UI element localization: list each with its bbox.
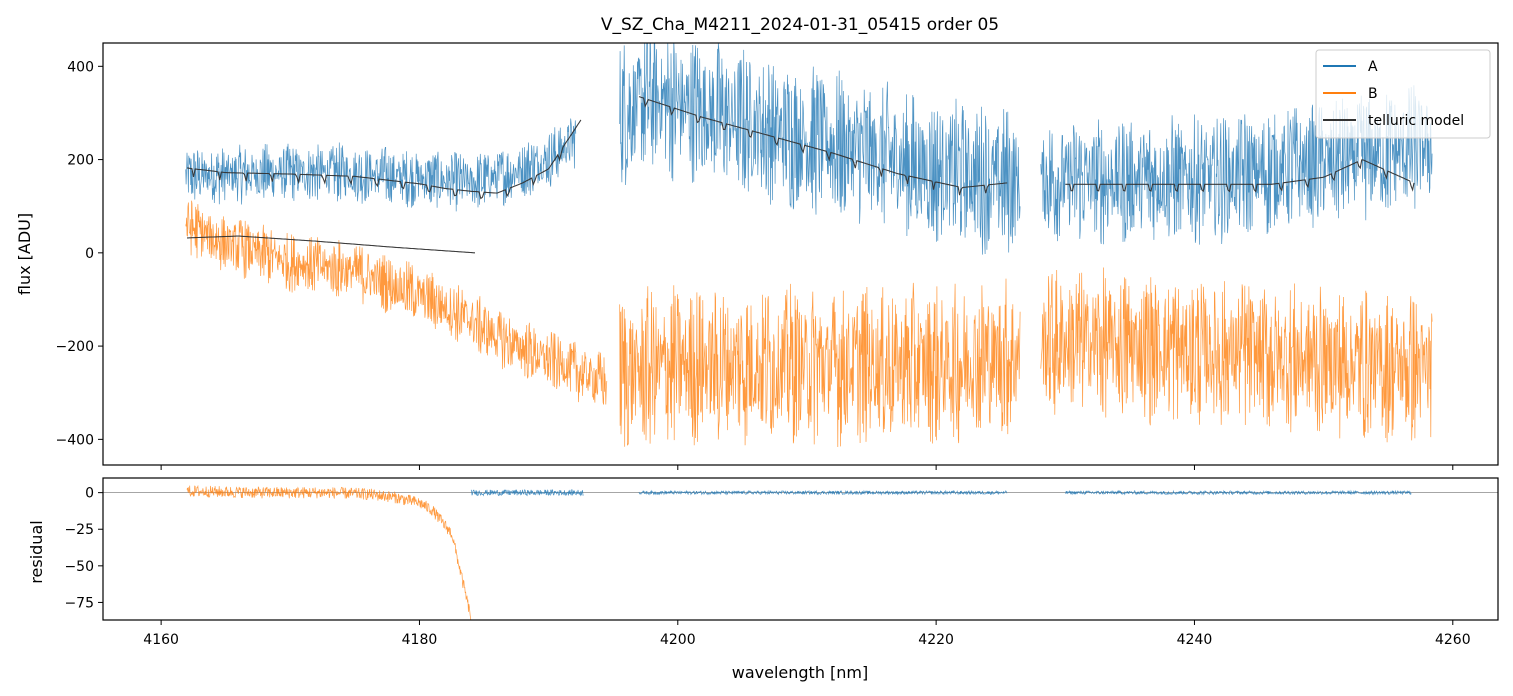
y-tick-label: −75 [64, 595, 94, 611]
series-telluric-model-segment-2 [1065, 159, 1415, 193]
main-panel: −400 −200 0 200 400 flux [ADU] A B telluric … [15, 42, 1499, 470]
residual-y-axis: 0 −25 −50 −75 [64, 486, 103, 611]
series-b-segment-0 [185, 200, 608, 405]
residual-x-axis: 4160 4180 4200 4220 4240 4260 [143, 620, 1471, 648]
chart-title: V_SZ_Cha_M4211_2024-01-31_05415 order 05 [601, 15, 999, 35]
residual-panel: 0 −25 −50 −75 4160 4180 4200 4220 4240 4260 resi… [27, 477, 1499, 682]
x-axis-label: wavelength [nm] [732, 663, 869, 682]
y-tick-label: −400 [56, 432, 94, 448]
series-telluric-model-segment-0 [186, 119, 582, 200]
series-a-segment-0 [185, 118, 577, 212]
series-a-segment-1 [619, 43, 1021, 255]
y-tick-label: −50 [64, 559, 94, 575]
residual-axes-frame [102, 477, 1499, 621]
x-tick-label: 4220 [918, 632, 954, 648]
series-a-segment-2 [1065, 489, 1412, 496]
series-b-segment-0 [186, 484, 472, 620]
series-a-segment-1 [638, 489, 1008, 496]
x-tick-label: 4180 [402, 632, 438, 648]
legend-label-telluric: telluric model [1368, 113, 1464, 129]
main-y-axis-label: flux [ADU] [15, 213, 34, 295]
x-tick-label: 4240 [1177, 632, 1213, 648]
legend: A B telluric model [1315, 49, 1491, 139]
y-tick-label: −200 [56, 339, 94, 355]
series-b-segment-2 [1040, 267, 1433, 443]
series-telluric-model-segment-3 [187, 235, 475, 254]
y-tick-label: 400 [67, 59, 94, 75]
series-telluric-model-segment-1 [638, 96, 1008, 196]
y-tick-label: −25 [64, 522, 94, 538]
y-tick-label: 0 [85, 246, 94, 262]
main-plot-area [185, 43, 1433, 448]
x-tick-label: 4160 [143, 632, 179, 648]
y-tick-label: 200 [67, 153, 94, 169]
series-b-segment-1 [619, 278, 1021, 448]
series-a-segment-0 [470, 488, 584, 497]
legend-label-b: B [1368, 86, 1378, 102]
main-y-axis: −400 −200 0 200 400 [56, 59, 103, 448]
main-axes-frame [102, 42, 1499, 466]
legend-box [1315, 49, 1491, 139]
x-tick-label: 4200 [660, 632, 696, 648]
main-x-axis [160, 465, 1454, 470]
x-tick-label: 4260 [1435, 632, 1471, 648]
residual-plot-area [103, 484, 1498, 620]
residual-y-axis-label: residual [27, 520, 46, 583]
y-tick-label: 0 [85, 486, 94, 502]
legend-label-a: A [1368, 59, 1378, 75]
